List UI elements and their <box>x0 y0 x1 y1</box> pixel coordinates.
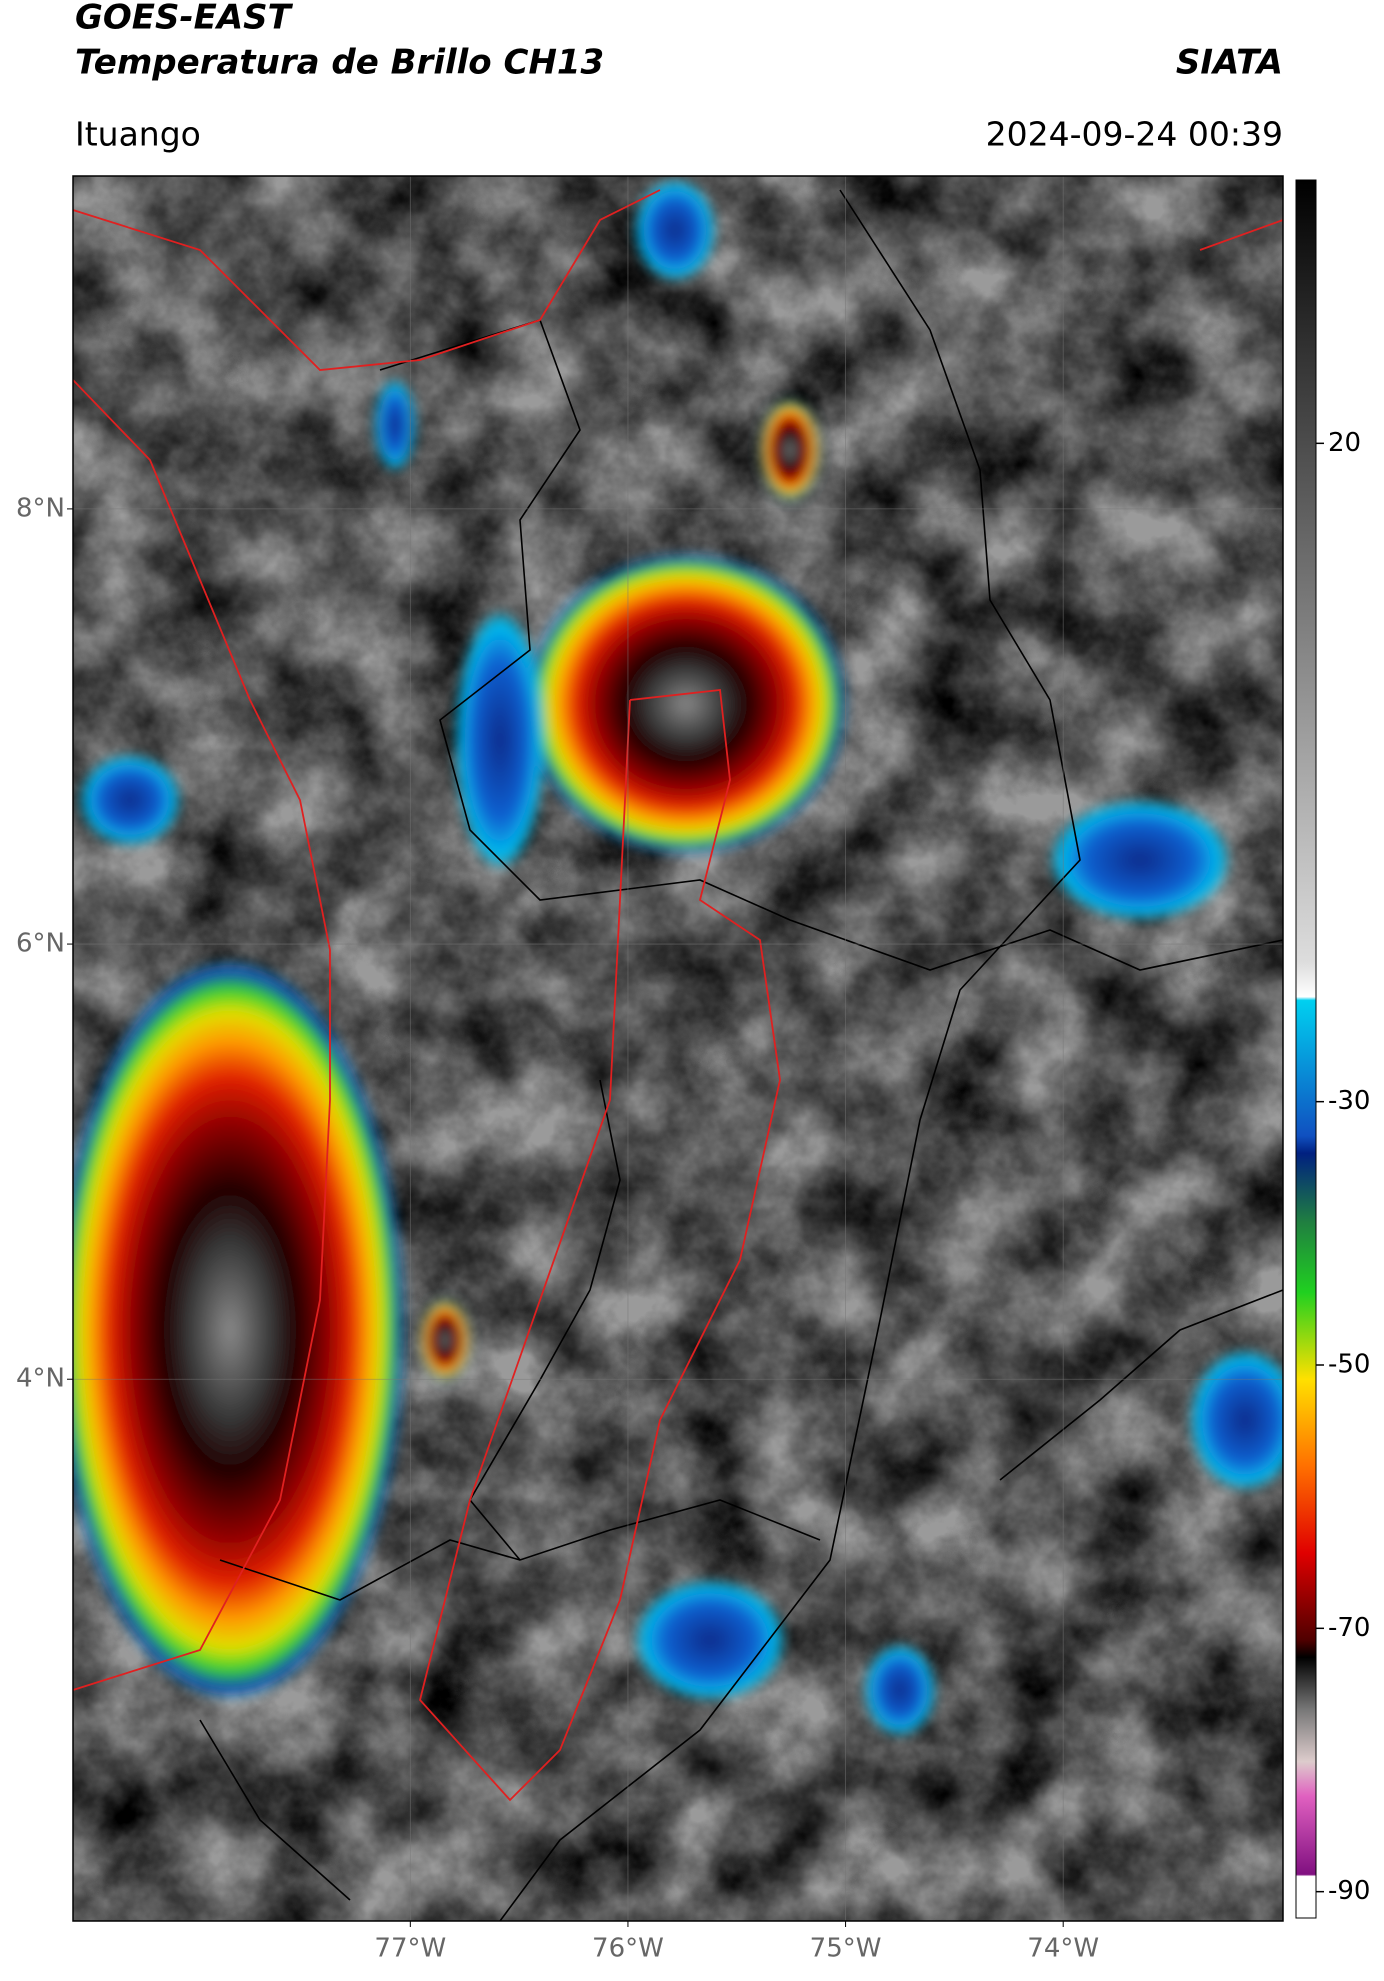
red-border <box>73 189 661 371</box>
colorbar-tick-label: 20 <box>1328 428 1361 458</box>
region: Ituango <box>75 115 201 154</box>
cold-cloud <box>760 400 820 500</box>
borders <box>199 189 1283 1921</box>
cold-cloud <box>80 755 180 845</box>
colorbar <box>1295 179 1317 1919</box>
border <box>379 319 1283 971</box>
storm-cell <box>73 960 405 1700</box>
storm-cell <box>526 554 846 854</box>
x-tick-label: 77°W <box>374 1934 446 1964</box>
y-tick-label: 4°N <box>16 1364 65 1394</box>
colorbar-ticks: 20 -30 -50 -70 -90 <box>1316 428 1370 1906</box>
cold-cloud <box>455 610 545 870</box>
border <box>199 1289 1283 1901</box>
cold-cloud <box>1050 800 1230 920</box>
source: SIATA <box>1176 43 1283 83</box>
title: GOES-EAST <box>75 0 294 38</box>
cold-cloud <box>635 180 715 280</box>
red-border <box>1199 219 1283 251</box>
colorbar-tick-label: -70 <box>1328 1613 1370 1643</box>
datetime: 2024-09-24 00:39 <box>986 115 1283 154</box>
cold-cloud <box>375 380 415 470</box>
cold-cloud <box>420 1300 470 1380</box>
colorbar-tick-label: -50 <box>1328 1350 1370 1380</box>
colorbar-tick-label: -90 <box>1328 1876 1370 1906</box>
red-border <box>419 689 781 1802</box>
red-border <box>73 379 331 1691</box>
region-borders <box>73 189 1283 1802</box>
map-image <box>73 176 1283 1921</box>
y-tick-label: 6°N <box>16 929 65 959</box>
y-tick-label: 8°N <box>16 493 65 523</box>
cold-cloud <box>865 1645 935 1735</box>
colorbar-tick-label: -30 <box>1328 1086 1370 1116</box>
cold-clouds <box>73 180 1283 1735</box>
border <box>499 189 1081 1921</box>
subtitle: Temperatura de Brillo CH13 <box>75 43 604 83</box>
cold-cloud <box>635 1580 785 1700</box>
x-tick-label: 75°W <box>810 1934 882 1964</box>
map-frame <box>72 175 1284 1922</box>
cold-cloud <box>1190 1350 1283 1490</box>
grid: 77°W 76°W 75°W 74°W 8°N 6°N 4°N <box>16 176 1283 1964</box>
x-tick-label: 76°W <box>592 1934 664 1964</box>
x-tick-label: 74°W <box>1027 1934 1099 1964</box>
